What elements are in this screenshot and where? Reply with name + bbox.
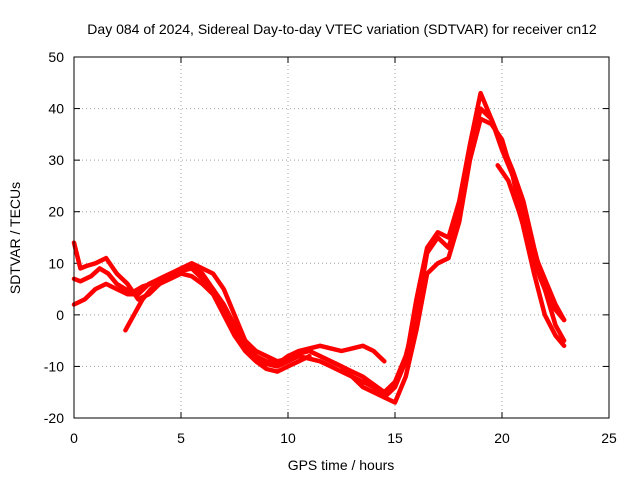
x-axis-label: GPS time / hours xyxy=(288,457,395,473)
y-tick-label: 50 xyxy=(48,49,64,65)
series-line-track-a xyxy=(71,261,387,367)
series-line-track-d xyxy=(123,271,312,374)
y-tick-label: 10 xyxy=(48,255,64,271)
y-tick-label: -20 xyxy=(44,410,64,426)
series-line-track-c xyxy=(71,116,567,405)
series-line-track-b xyxy=(71,90,567,400)
x-tick-label: 0 xyxy=(70,430,78,446)
y-tick-label: 30 xyxy=(48,152,64,168)
x-tick-label: 15 xyxy=(387,430,403,446)
x-tick-label: 10 xyxy=(280,430,296,446)
series-line-track-e xyxy=(307,106,567,395)
x-tick-label: 25 xyxy=(601,430,617,446)
series-line-track-f xyxy=(495,163,567,323)
chart-title: Day 084 of 2024, Sidereal Day-to-day VTE… xyxy=(87,21,597,37)
x-tick-label: 5 xyxy=(177,430,185,446)
y-tick-label: 0 xyxy=(56,307,64,323)
series-group xyxy=(71,90,567,405)
plot-frame xyxy=(73,56,610,419)
x-tick-label: 20 xyxy=(494,430,510,446)
tick-labels: 0 5 10 15 20 25 -20 -10 0 10 20 30 40 50 xyxy=(44,49,617,446)
y-tick-label: 40 xyxy=(48,101,64,117)
y-axis-label: SDTVAR / TECUs xyxy=(7,182,23,294)
y-tick-label: 20 xyxy=(48,204,64,220)
y-tick-label: -10 xyxy=(44,358,64,374)
